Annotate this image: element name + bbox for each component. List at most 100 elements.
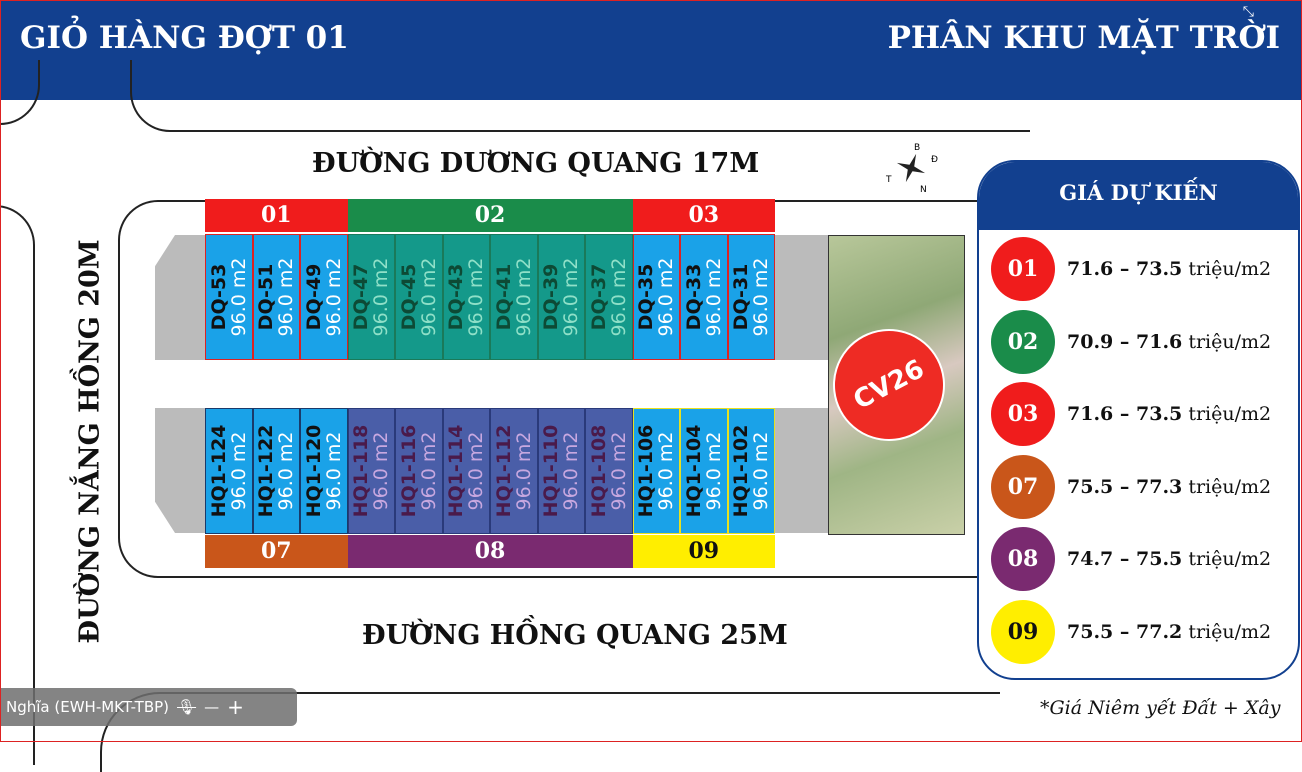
price-unit: triệu/m2: [1188, 475, 1272, 498]
zone-badge: 08: [991, 527, 1055, 591]
lot-HQ1-116[interactable]: HQ1-116 96.0 m2: [395, 408, 443, 534]
lot-DQ-37[interactable]: DQ-37 96.0 m2: [585, 234, 633, 360]
lot-text: HQ1-112 96.0 m2: [492, 410, 535, 532]
price-unit: triệu/m2: [1188, 403, 1272, 425]
end-cap: [775, 235, 828, 360]
price-range: 74.7 – 75.5: [1067, 548, 1183, 570]
zone-label-03: 03: [632, 199, 775, 232]
lot-HQ1-110[interactable]: HQ1-110 96.0 m2: [537, 408, 585, 534]
header-bar: GIỎ HÀNG ĐỢT 01 PHÂN KHU MẶT TRỜI ⤡: [0, 0, 1302, 100]
lot-area: 96.0 m2: [322, 431, 345, 511]
lot-DQ-39[interactable]: DQ-39 96.0 m2: [537, 234, 585, 360]
lot-area: 96.0 m2: [370, 257, 393, 337]
lot-area: 96.0 m2: [465, 431, 488, 511]
lot-area: 96.0 m2: [607, 257, 630, 337]
lot-area: 96.0 m2: [417, 431, 440, 511]
collapse-icon[interactable]: ⤡: [1242, 4, 1254, 20]
lot-DQ-35[interactable]: DQ-35 96.0 m2: [632, 234, 680, 360]
lot-area: 96.0 m2: [370, 431, 393, 511]
price-range: 75.5 – 77.2: [1067, 620, 1183, 643]
lot-text: HQ1-102 96.0 m2: [730, 410, 772, 532]
lot-text: HQ1-106 96.0 m2: [635, 410, 677, 532]
road-label-bottom: ĐƯỜNG HỒNG QUANG 25M: [362, 620, 788, 651]
lot-code: DQ-53: [207, 263, 230, 331]
lot-DQ-31[interactable]: DQ-31 96.0 m2: [727, 234, 775, 360]
add-icon[interactable]: +: [227, 695, 244, 719]
lot-DQ-45[interactable]: DQ-45 96.0 m2: [395, 234, 443, 360]
lot-code: DQ-41: [492, 263, 515, 331]
lot-area: 96.0 m2: [702, 431, 725, 511]
lot-DQ-53[interactable]: DQ-53 96.0 m2: [205, 234, 253, 360]
lot-code: HQ1-116: [397, 424, 420, 518]
end-cap: [155, 235, 205, 360]
lot-code: DQ-45: [397, 263, 420, 331]
lot-area: 96.0 m2: [560, 257, 583, 337]
lot-code: HQ1-114: [445, 424, 468, 518]
lot-text: DQ-49 96.0 m2: [303, 236, 345, 358]
lot-HQ1-112[interactable]: HQ1-112 96.0 m2: [490, 408, 538, 534]
lot-HQ1-104[interactable]: HQ1-104 96.0 m2: [680, 408, 728, 534]
lot-HQ1-122[interactable]: HQ1-122 96.0 m2: [252, 408, 300, 534]
lot-area: 96.0 m2: [560, 431, 583, 511]
lot-DQ-51[interactable]: DQ-51 96.0 m2: [252, 234, 300, 360]
lot-DQ-47[interactable]: DQ-47 96.0 m2: [347, 234, 395, 360]
lot-DQ-41[interactable]: DQ-41 96.0 m2: [490, 234, 538, 360]
lot-code: HQ1-120: [302, 424, 325, 518]
price-note: *Giá Niêm yết Đất + Xây: [1040, 697, 1281, 719]
lot-code: HQ1-122: [255, 424, 278, 518]
lot-area: 96.0 m2: [512, 431, 535, 511]
lot-HQ1-124[interactable]: HQ1-124 96.0 m2: [205, 408, 253, 534]
lot-code: DQ-33: [682, 263, 705, 331]
lot-area: 96.0 m2: [417, 257, 440, 337]
lot-text: HQ1-120 96.0 m2: [302, 410, 345, 532]
mic-muted-icon[interactable]: 🎙: [177, 698, 197, 716]
road-edge-corner: [0, 60, 40, 125]
lot-area: 96.0 m2: [227, 257, 250, 337]
road-label-left: ĐƯỜNG NẮNG HỒNG 20M: [74, 239, 106, 644]
lot-text: DQ-41 96.0 m2: [492, 236, 535, 358]
lot-area: 96.0 m2: [655, 257, 678, 337]
price-unit: triệu/m2: [1188, 258, 1272, 280]
lot-code: HQ1-124: [207, 424, 230, 518]
price-row-01: 01 71.6 – 73.5 triệu/m2: [991, 237, 1271, 301]
lot-HQ1-114[interactable]: HQ1-114 96.0 m2: [442, 408, 490, 534]
lot-code: DQ-43: [445, 263, 468, 331]
lot-text: DQ-47 96.0 m2: [350, 236, 393, 358]
price-row-02: 02 70.9 – 71.6 triệu/m2: [991, 309, 1271, 374]
lot-HQ1-120[interactable]: HQ1-120 96.0 m2: [300, 408, 348, 534]
lot-text: DQ-45 96.0 m2: [397, 236, 440, 358]
lot-DQ-43[interactable]: DQ-43 96.0 m2: [442, 234, 490, 360]
road-label-top: ĐƯỜNG DƯƠNG QUANG 17M: [312, 148, 760, 179]
lot-code: HQ1-112: [492, 424, 515, 518]
lot-text: DQ-43 96.0 m2: [445, 236, 487, 358]
price-range: 75.5 – 77.3: [1067, 475, 1183, 498]
lot-HQ1-108[interactable]: HQ1-108 96.0 m2: [585, 408, 633, 534]
zone-badge: 07: [991, 454, 1055, 519]
lot-code: DQ-39: [540, 263, 563, 331]
lot-code: DQ-31: [730, 263, 753, 331]
price-panel-title: GIÁ DỰ KIẾN: [979, 162, 1298, 230]
lot-code: HQ1-110: [540, 424, 563, 518]
lot-DQ-49[interactable]: DQ-49 96.0 m2: [300, 234, 348, 360]
road-edge-left: [0, 205, 35, 765]
lot-text: HQ1-114 96.0 m2: [445, 410, 488, 532]
lot-area: 96.0 m2: [512, 257, 535, 337]
batch-title: GIỎ HÀNG ĐỢT 01: [20, 20, 349, 56]
compass-s: N: [920, 185, 927, 195]
lot-text: DQ-31 96.0 m2: [730, 236, 772, 358]
minimize-icon[interactable]: —: [204, 698, 220, 716]
lot-HQ1-106[interactable]: HQ1-106 96.0 m2: [632, 408, 680, 534]
lot-HQ1-118[interactable]: HQ1-118 96.0 m2: [347, 408, 395, 534]
lot-code: HQ1-102: [730, 424, 753, 518]
lot-DQ-33[interactable]: DQ-33 96.0 m2: [680, 234, 728, 360]
price-range: 71.6 – 73.5: [1067, 403, 1183, 425]
price-unit: triệu/m2: [1188, 548, 1272, 570]
lot-text: HQ1-110 96.0 m2: [540, 410, 583, 532]
lot-text: HQ1-104 96.0 m2: [683, 410, 725, 532]
lot-HQ1-102[interactable]: HQ1-102 96.0 m2: [727, 408, 775, 534]
price-row-09: 09 75.5 – 77.2 triệu/m2: [991, 599, 1271, 664]
participant-label[interactable]: Nghĩa (EWH-MKT-TBP) 🎙 — +: [0, 688, 297, 726]
lot-area: 96.0 m2: [322, 257, 345, 337]
subdivision-title: PHÂN KHU MẶT TRỜI: [887, 20, 1280, 56]
zone-label-01: 01: [205, 199, 348, 232]
